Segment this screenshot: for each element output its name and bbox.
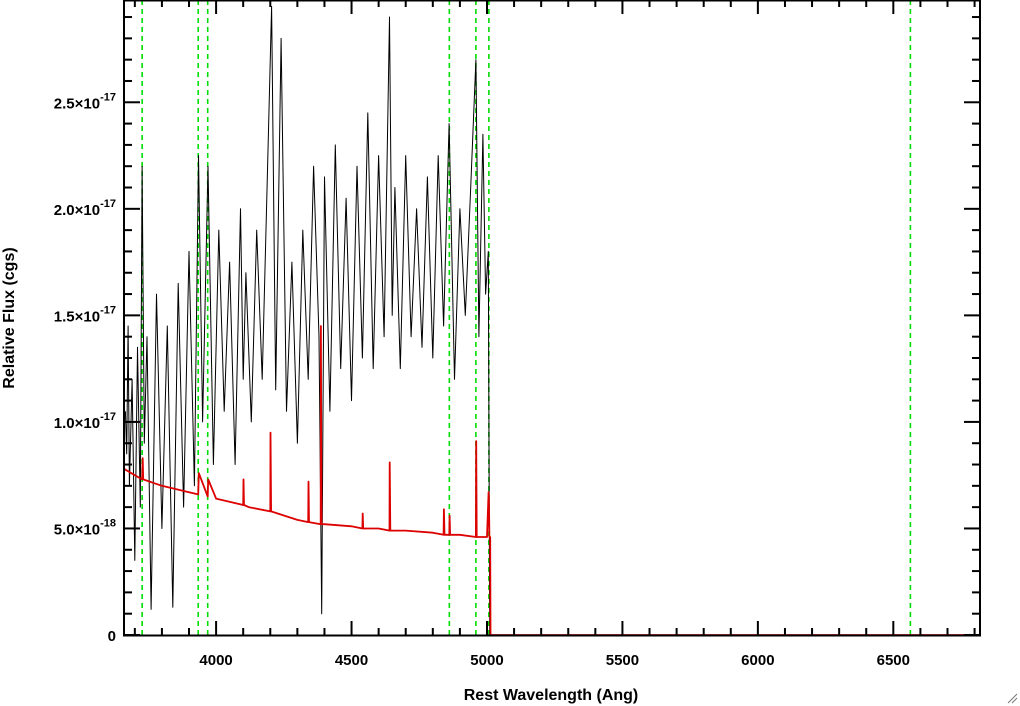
- y-tick-mantissa: 2.0×10: [54, 202, 100, 219]
- y-tick-mantissa: 0: [108, 628, 116, 645]
- x-tick-label: 6000: [741, 652, 774, 669]
- y-axis-title: Relative Flux (cgs): [1, 247, 18, 388]
- plot-frame: [123, 0, 981, 637]
- x-tick-label: 6500: [877, 652, 910, 669]
- y-tick-mantissa: 1.0×10: [54, 415, 100, 432]
- y-tick-label: 1.5×10-17: [54, 304, 116, 325]
- x-tick-label: 5000: [470, 652, 503, 669]
- resize-grip-icon[interactable]: [1006, 692, 1018, 704]
- y-tick-exponent: -17: [100, 91, 116, 103]
- y-tick-mantissa: 1.5×10: [54, 308, 100, 325]
- y-tick-label: 1.0×10-17: [54, 411, 116, 432]
- x-tick-label: 4500: [335, 652, 368, 669]
- y-tick-exponent: -17: [100, 198, 116, 210]
- y-tick-label: 2.0×10-17: [54, 198, 116, 219]
- y-tick-label: 2.5×10-17: [54, 91, 116, 112]
- y-tick-exponent: -17: [100, 411, 116, 423]
- y-tick-exponent: -17: [100, 304, 116, 316]
- y-tick-label: 0: [108, 628, 116, 645]
- x-tick-label: 4000: [199, 652, 232, 669]
- x-tick-label: 5500: [606, 652, 639, 669]
- observed-spectrum-line: [124, 5, 491, 636]
- model-spectrum-line: [123, 325, 980, 636]
- x-axis-title: Rest Wavelength (Ang): [464, 687, 639, 704]
- y-tick-mantissa: 5.0×10: [54, 521, 100, 538]
- y-tick-exponent: -18: [100, 517, 116, 529]
- y-tick-mantissa: 2.5×10: [54, 95, 100, 112]
- y-tick-label: 5.0×10-18: [54, 517, 116, 538]
